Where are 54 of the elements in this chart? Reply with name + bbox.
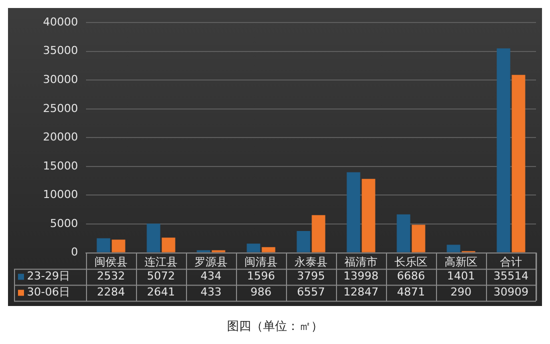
data-label: 5072 <box>147 270 175 283</box>
y-tick-label: 10000 <box>43 188 78 202</box>
bar <box>146 224 160 252</box>
data-label: 2641 <box>147 286 175 299</box>
x-tick-label: 罗源县 <box>194 255 228 268</box>
data-label: 433 <box>200 286 222 299</box>
data-label: 1401 <box>447 270 475 283</box>
bar <box>96 238 110 252</box>
bar <box>412 224 426 252</box>
y-tick-label: 35000 <box>43 44 78 58</box>
data-label: 986 <box>250 286 272 299</box>
x-tick-label: 合计 <box>500 255 522 268</box>
bar <box>512 74 526 252</box>
x-tick-label: 高新区 <box>444 255 478 268</box>
x-tick-label: 闽侯县 <box>94 255 128 268</box>
data-label: 1596 <box>247 270 275 283</box>
bar <box>346 172 360 252</box>
bar <box>312 215 326 252</box>
x-tick-label: 福清市 <box>344 255 378 268</box>
bar <box>496 48 510 252</box>
data-label: 6557 <box>297 286 325 299</box>
legend-label: 23-29日 <box>27 270 70 283</box>
x-tick-label: 永泰县 <box>294 255 328 268</box>
y-tick-label: 20000 <box>43 130 78 144</box>
bar <box>162 238 176 252</box>
bar <box>112 240 126 252</box>
y-tick-label: 30000 <box>43 73 78 86</box>
bar <box>362 178 376 252</box>
data-label: 2532 <box>97 270 125 283</box>
legend-label: 30-06日 <box>27 286 70 299</box>
x-tick-label: 闽清县 <box>244 255 278 268</box>
data-label: 4871 <box>397 286 425 299</box>
data-label: 6686 <box>397 270 425 283</box>
bar <box>396 214 410 252</box>
y-tick-label: 40000 <box>43 15 78 28</box>
y-tick-label: 0 <box>71 246 78 259</box>
bar <box>446 244 460 252</box>
x-tick-label: 长乐区 <box>394 255 428 268</box>
data-label: 290 <box>450 286 472 299</box>
data-label: 30909 <box>494 286 528 299</box>
data-label: 13998 <box>344 270 378 283</box>
data-label: 3795 <box>297 270 325 283</box>
bar <box>296 230 310 252</box>
x-tick-label: 连江县 <box>144 255 178 268</box>
y-tick-label: 15000 <box>43 159 78 172</box>
data-label: 12847 <box>344 286 378 299</box>
data-label: 35514 <box>494 270 528 283</box>
y-tick-label: 5000 <box>50 216 78 230</box>
bar <box>246 244 260 252</box>
text: 图四（单位：㎡） <box>226 318 324 335</box>
data-label: 2284 <box>97 286 125 299</box>
y-tick-label: 25000 <box>43 102 78 115</box>
data-label: 434 <box>200 270 222 283</box>
bar <box>262 247 276 252</box>
